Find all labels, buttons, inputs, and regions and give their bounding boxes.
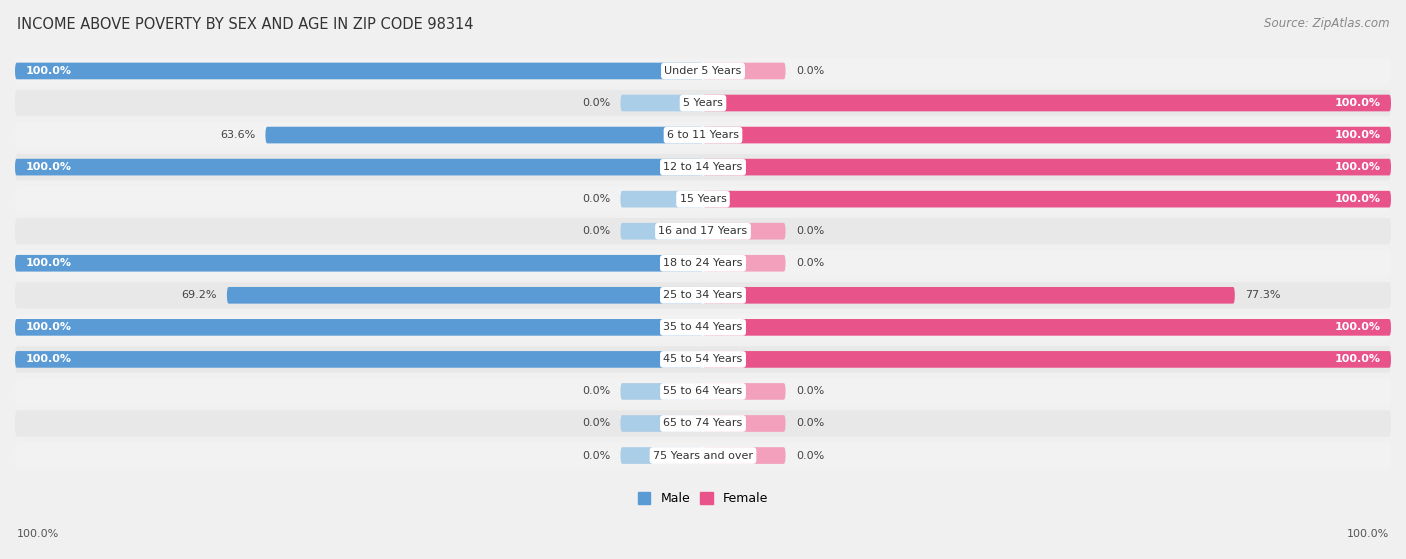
FancyBboxPatch shape: [15, 378, 1391, 405]
Text: INCOME ABOVE POVERTY BY SEX AND AGE IN ZIP CODE 98314: INCOME ABOVE POVERTY BY SEX AND AGE IN Z…: [17, 17, 474, 32]
FancyBboxPatch shape: [703, 159, 1391, 176]
Text: 100.0%: 100.0%: [25, 354, 72, 364]
FancyBboxPatch shape: [15, 282, 1391, 309]
Text: 75 Years and over: 75 Years and over: [652, 451, 754, 461]
FancyBboxPatch shape: [620, 447, 703, 464]
Text: 55 to 64 Years: 55 to 64 Years: [664, 386, 742, 396]
FancyBboxPatch shape: [15, 58, 1391, 84]
Text: 100.0%: 100.0%: [25, 162, 72, 172]
FancyBboxPatch shape: [15, 351, 703, 368]
Text: 100.0%: 100.0%: [1334, 98, 1381, 108]
FancyBboxPatch shape: [15, 159, 703, 176]
FancyBboxPatch shape: [15, 186, 1391, 212]
FancyBboxPatch shape: [620, 383, 703, 400]
FancyBboxPatch shape: [15, 154, 1391, 180]
FancyBboxPatch shape: [703, 287, 1234, 304]
Text: 6 to 11 Years: 6 to 11 Years: [666, 130, 740, 140]
Text: 100.0%: 100.0%: [1334, 194, 1381, 204]
Text: 0.0%: 0.0%: [582, 98, 610, 108]
Text: Source: ZipAtlas.com: Source: ZipAtlas.com: [1264, 17, 1389, 30]
FancyBboxPatch shape: [620, 223, 703, 240]
FancyBboxPatch shape: [15, 90, 1391, 116]
FancyBboxPatch shape: [703, 351, 1391, 368]
FancyBboxPatch shape: [703, 223, 786, 240]
FancyBboxPatch shape: [703, 415, 786, 432]
Text: 0.0%: 0.0%: [582, 194, 610, 204]
Text: 100.0%: 100.0%: [1334, 130, 1381, 140]
FancyBboxPatch shape: [15, 218, 1391, 244]
FancyBboxPatch shape: [703, 319, 1391, 336]
FancyBboxPatch shape: [703, 447, 786, 464]
Text: 100.0%: 100.0%: [17, 529, 59, 539]
Text: 0.0%: 0.0%: [796, 451, 824, 461]
Text: Under 5 Years: Under 5 Years: [665, 66, 741, 76]
Text: 100.0%: 100.0%: [25, 323, 72, 333]
Text: 100.0%: 100.0%: [1334, 323, 1381, 333]
FancyBboxPatch shape: [15, 122, 1391, 148]
Text: 35 to 44 Years: 35 to 44 Years: [664, 323, 742, 333]
Text: 0.0%: 0.0%: [582, 419, 610, 429]
Text: 100.0%: 100.0%: [1334, 162, 1381, 172]
FancyBboxPatch shape: [15, 442, 1391, 468]
FancyBboxPatch shape: [226, 287, 703, 304]
FancyBboxPatch shape: [15, 410, 1391, 437]
Text: 0.0%: 0.0%: [796, 66, 824, 76]
Text: 15 Years: 15 Years: [679, 194, 727, 204]
FancyBboxPatch shape: [620, 415, 703, 432]
Text: 5 Years: 5 Years: [683, 98, 723, 108]
FancyBboxPatch shape: [703, 191, 1391, 207]
Text: 0.0%: 0.0%: [582, 451, 610, 461]
Text: 65 to 74 Years: 65 to 74 Years: [664, 419, 742, 429]
Text: 18 to 24 Years: 18 to 24 Years: [664, 258, 742, 268]
Text: 100.0%: 100.0%: [25, 258, 72, 268]
FancyBboxPatch shape: [266, 127, 703, 144]
FancyBboxPatch shape: [620, 191, 703, 207]
Text: 45 to 54 Years: 45 to 54 Years: [664, 354, 742, 364]
Text: 0.0%: 0.0%: [796, 386, 824, 396]
Text: 0.0%: 0.0%: [796, 419, 824, 429]
FancyBboxPatch shape: [703, 255, 786, 272]
Text: 100.0%: 100.0%: [1347, 529, 1389, 539]
Text: 0.0%: 0.0%: [796, 258, 824, 268]
FancyBboxPatch shape: [15, 250, 1391, 276]
FancyBboxPatch shape: [703, 63, 786, 79]
FancyBboxPatch shape: [15, 319, 703, 336]
FancyBboxPatch shape: [15, 346, 1391, 372]
FancyBboxPatch shape: [15, 314, 1391, 340]
Text: 0.0%: 0.0%: [582, 226, 610, 236]
Text: 12 to 14 Years: 12 to 14 Years: [664, 162, 742, 172]
Text: 16 and 17 Years: 16 and 17 Years: [658, 226, 748, 236]
Text: 100.0%: 100.0%: [25, 66, 72, 76]
Text: 0.0%: 0.0%: [582, 386, 610, 396]
Legend: Male, Female: Male, Female: [633, 487, 773, 510]
FancyBboxPatch shape: [703, 94, 1391, 111]
Text: 0.0%: 0.0%: [796, 226, 824, 236]
FancyBboxPatch shape: [703, 127, 1391, 144]
FancyBboxPatch shape: [15, 255, 703, 272]
FancyBboxPatch shape: [620, 94, 703, 111]
FancyBboxPatch shape: [703, 383, 786, 400]
Text: 25 to 34 Years: 25 to 34 Years: [664, 290, 742, 300]
FancyBboxPatch shape: [15, 63, 703, 79]
Text: 69.2%: 69.2%: [181, 290, 217, 300]
Text: 77.3%: 77.3%: [1246, 290, 1281, 300]
Text: 100.0%: 100.0%: [1334, 354, 1381, 364]
Text: 63.6%: 63.6%: [219, 130, 254, 140]
